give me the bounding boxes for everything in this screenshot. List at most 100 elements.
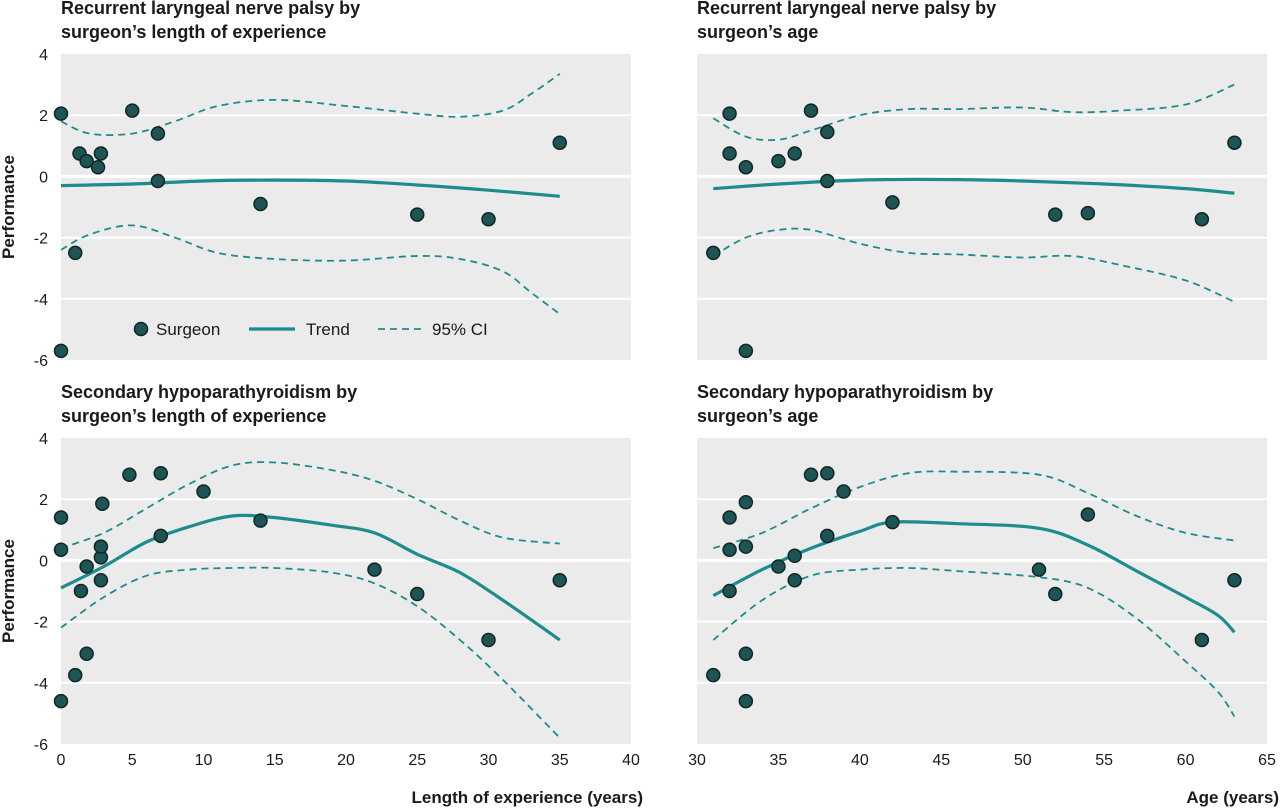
surgeon-point xyxy=(410,586,425,602)
trend-line xyxy=(713,177,1235,195)
x-tick-label: 50 xyxy=(1014,752,1032,769)
legend-ci-label: 95% CI xyxy=(432,320,488,339)
y-tick-label: -4 xyxy=(34,292,48,309)
x-tick-label: 30 xyxy=(480,752,498,769)
surgeon-point xyxy=(885,195,900,210)
surgeon-point xyxy=(771,559,786,574)
surgeon-point xyxy=(53,693,69,709)
surgeon-point xyxy=(803,103,819,118)
surgeon-point xyxy=(787,573,802,588)
y-tick-label: -6 xyxy=(34,353,48,370)
surgeon-point xyxy=(722,583,737,599)
surgeon-point xyxy=(367,562,382,577)
plot-background xyxy=(697,438,1267,744)
surgeon-point xyxy=(150,126,166,141)
surgeon-point xyxy=(410,207,425,222)
surgeon-point xyxy=(1080,205,1096,221)
surgeon-point xyxy=(1031,562,1047,577)
y-tick-label: 4 xyxy=(39,431,48,448)
surgeon-point xyxy=(253,513,268,528)
surgeon-point xyxy=(738,539,754,554)
y-tick-label: 0 xyxy=(39,553,48,570)
surgeon-point xyxy=(552,573,567,588)
x-tick-label: 35 xyxy=(551,752,569,769)
ci-lower-line xyxy=(60,566,561,739)
surgeon-point xyxy=(738,159,754,175)
plot-background xyxy=(61,438,631,744)
surgeon-point xyxy=(79,646,94,661)
chart-panel-1: Recurrent laryngeal nerve palsy by surgeo… xyxy=(0,0,631,370)
surgeon-point xyxy=(90,159,106,175)
surgeon-point xyxy=(196,484,211,499)
surgeon-point xyxy=(787,146,802,161)
plot-background xyxy=(61,54,631,360)
y-tick-label: 2 xyxy=(39,108,48,125)
ci-upper-line xyxy=(712,83,1235,142)
legend-trend-label: Trend xyxy=(306,320,350,339)
x-tick-label: 35 xyxy=(770,752,788,769)
surgeon-point xyxy=(787,548,802,564)
legend-surgeon-label: Surgeon xyxy=(156,320,220,339)
ci-lower-line xyxy=(712,567,1236,717)
surgeon-point xyxy=(803,467,819,482)
surgeon-point xyxy=(1194,632,1210,648)
chart-title-line: surgeon’s length of experience xyxy=(61,22,326,42)
y-tick-label: -6 xyxy=(34,737,48,754)
x-tick-label: 30 xyxy=(688,752,706,769)
chart-panel-3: Secondary hypoparathyroidism by surgeon’s… xyxy=(0,382,643,807)
y-tick-label: 4 xyxy=(39,47,48,64)
chart-title-line: Secondary hypoparathyroidism by xyxy=(61,382,357,402)
ci-lower-line xyxy=(712,227,1235,303)
surgeon-point xyxy=(79,559,94,574)
surgeon-point xyxy=(153,528,168,544)
x-tick-label: 0 xyxy=(57,752,66,769)
y-tick-label: -2 xyxy=(34,615,48,632)
x-tick-label: 40 xyxy=(622,752,640,769)
x-tick-label: 10 xyxy=(195,752,213,769)
y-axis-label: Performance xyxy=(0,155,18,259)
surgeon-point xyxy=(836,484,851,499)
ci-upper-line xyxy=(713,470,1235,550)
x-tick-label: 60 xyxy=(1177,752,1195,769)
surgeon-point xyxy=(706,245,721,261)
legend: Surgeon Trend 95% CI xyxy=(133,320,488,339)
y-tick-label: 2 xyxy=(39,492,48,509)
surgeon-point xyxy=(1080,507,1096,522)
y-tick-label: -2 xyxy=(34,231,48,248)
chart-title-line: surgeon’s age xyxy=(697,406,818,426)
plot-background xyxy=(697,54,1267,360)
x-tick-label: 20 xyxy=(337,752,355,769)
surgeon-point xyxy=(153,465,168,481)
surgeon-point xyxy=(68,667,83,683)
surgeon-point xyxy=(125,103,140,118)
surgeon-point xyxy=(820,528,835,544)
surgeon-point xyxy=(1227,573,1242,588)
surgeon-point xyxy=(722,542,737,557)
x-tick-label: 25 xyxy=(408,752,426,769)
chart-panel-2: Recurrent laryngeal nerve palsy by surgeo… xyxy=(697,0,1267,360)
surgeon-point xyxy=(93,539,109,554)
surgeon-point xyxy=(93,573,109,588)
surgeon-point xyxy=(95,496,110,512)
surgeon-point xyxy=(122,467,137,482)
y-axis-label: Performance xyxy=(0,539,18,643)
ci-upper-line xyxy=(60,73,561,136)
surgeon-point xyxy=(820,465,835,481)
trend-line xyxy=(712,520,1236,634)
surgeon-point xyxy=(738,343,754,359)
surgeon-point xyxy=(738,693,754,709)
legend-surgeon-marker xyxy=(133,321,149,337)
surgeon-point xyxy=(68,245,83,261)
surgeon-point xyxy=(481,211,496,227)
surgeon-point xyxy=(150,173,166,189)
surgeon-point xyxy=(253,196,268,212)
surgeon-point xyxy=(53,510,69,525)
x-tick-label: 55 xyxy=(1095,752,1113,769)
x-axis-label: Age (years) xyxy=(1186,788,1279,807)
chart-title-line: Recurrent laryngeal nerve palsy by xyxy=(697,0,996,18)
surgeon-point xyxy=(53,106,69,121)
trend-line xyxy=(60,178,560,198)
ci-lower-line xyxy=(60,224,561,315)
